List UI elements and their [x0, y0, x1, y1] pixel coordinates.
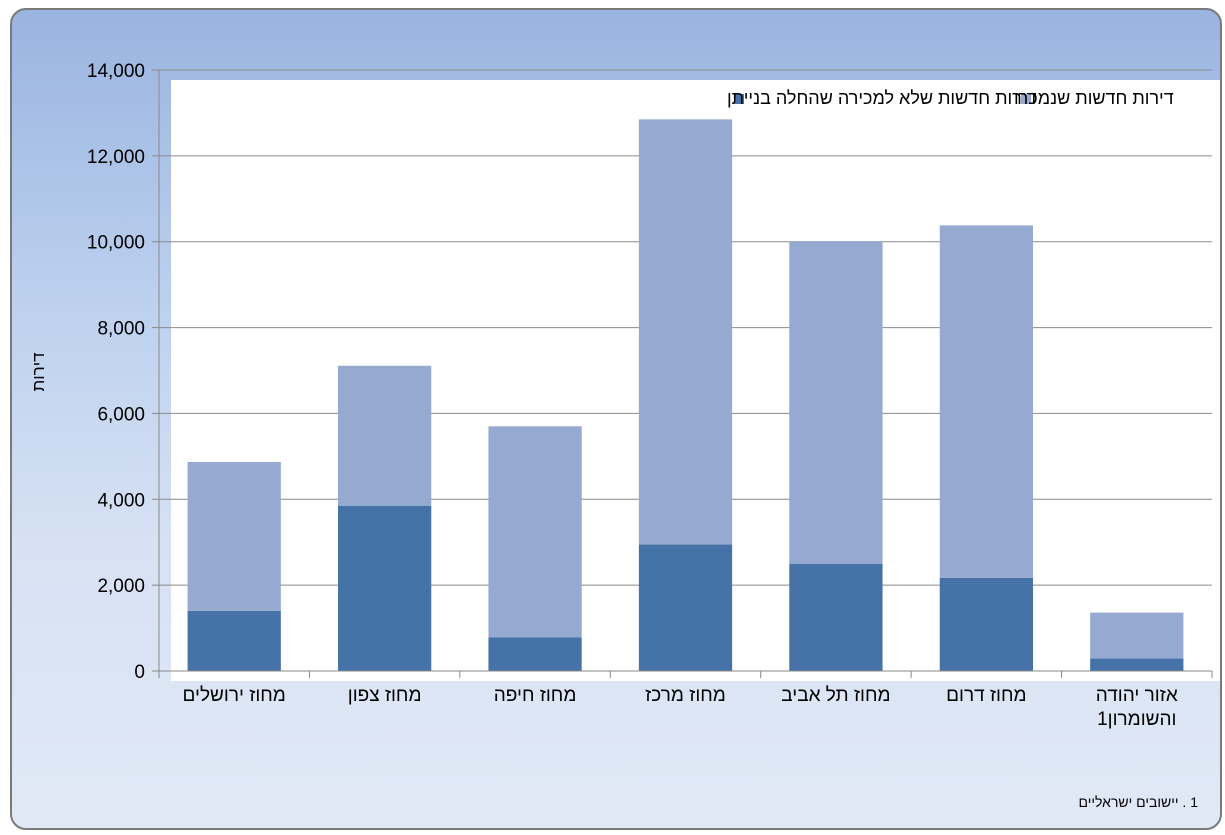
bar-segment-2 — [939, 225, 1033, 578]
bar-segment-1 — [338, 505, 432, 671]
y-tick-label: 4,000 — [97, 490, 145, 511]
legend-label: דירות חדשות שנמכרו — [1014, 88, 1174, 108]
y-tick-label: 14,000 — [87, 61, 145, 82]
bar-segment-2 — [638, 119, 733, 545]
bar-segment-1 — [1090, 658, 1184, 671]
bar-segment-1 — [789, 563, 883, 671]
x-category-label: מחוז דרום — [946, 685, 1026, 706]
x-category-label: מחוז צפון — [348, 685, 422, 706]
legend-swatch — [734, 94, 744, 104]
bars — [187, 119, 1184, 671]
y-tick-label: 2,000 — [97, 576, 145, 597]
bar-segment-2 — [789, 241, 883, 564]
legend-label: דירות חדשות שלא למכירה שהחלה בנייתן — [727, 88, 1036, 108]
bar-segment-1 — [187, 610, 281, 671]
y-tick-label: 12,000 — [87, 147, 145, 168]
bar-segment-1 — [939, 577, 1033, 671]
bar-segment-1 — [638, 544, 733, 671]
bar-segment-1 — [488, 637, 582, 671]
legend-swatch — [1021, 94, 1031, 104]
y-tick-label: 10,000 — [87, 233, 145, 254]
y-axis-title: דירות — [29, 352, 48, 391]
y-tick-label: 8,000 — [97, 319, 145, 340]
x-category-labels: מחוז ירושלים מחוז צפון מחוז חיפה מחוז מרכז מ… — [183, 685, 1178, 730]
x-category-label: והשומרון1 — [1097, 709, 1176, 730]
axes — [152, 69, 1213, 678]
footnote: 1 . יישובים ישראליים — [1078, 794, 1198, 810]
x-category-label: מחוז חיפה — [494, 685, 577, 706]
bar-segment-2 — [1090, 612, 1184, 659]
legend: דירות חדשות שלא למכירה שהחלה בנייתןדירות… — [727, 88, 1174, 108]
y-tick-label: 6,000 — [97, 404, 145, 425]
x-category-label: אזור יהודה — [1096, 685, 1178, 706]
y-tick-label: 0 — [134, 662, 145, 683]
bar-segment-2 — [338, 365, 432, 506]
x-category-label: מחוז מרכז — [645, 685, 726, 706]
bar-segment-2 — [187, 461, 281, 611]
x-category-label: מחוז ירושלים — [183, 685, 286, 706]
y-tick-labels: 0 2,000 4,000 6,000 8,000 10,000 12,000 14,000 — [87, 61, 145, 683]
x-category-label: מחוז תל אביב — [781, 685, 890, 706]
bar-segment-2 — [488, 426, 582, 638]
